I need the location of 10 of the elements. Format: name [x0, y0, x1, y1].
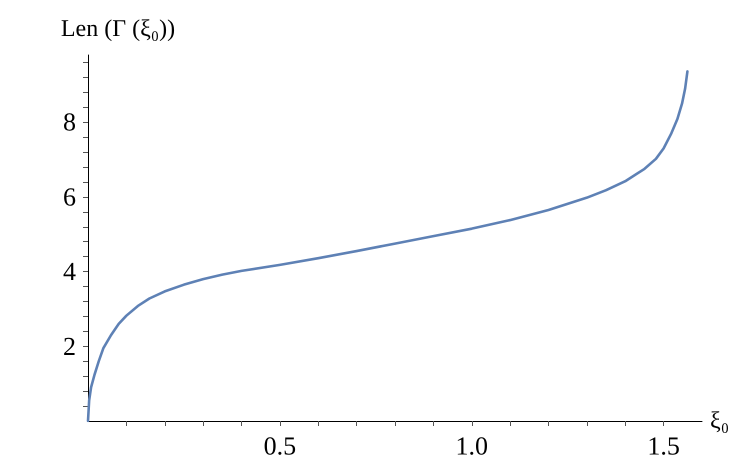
y-tick-label: 8: [63, 108, 76, 137]
x-axis-title: ξ₀: [710, 408, 730, 434]
y-tick-label: 4: [63, 257, 76, 286]
y-axis-title: Len (Γ (ξ₀)): [60, 16, 176, 42]
y-tick-label: 2: [63, 332, 76, 361]
x-tick-label: 1.5: [647, 432, 680, 460]
x-tick-label: 0.5: [264, 432, 296, 460]
y-tick-label: 6: [63, 182, 76, 212]
x-tick-label: 1.0: [456, 432, 488, 460]
line-series: [86, 70, 689, 422]
